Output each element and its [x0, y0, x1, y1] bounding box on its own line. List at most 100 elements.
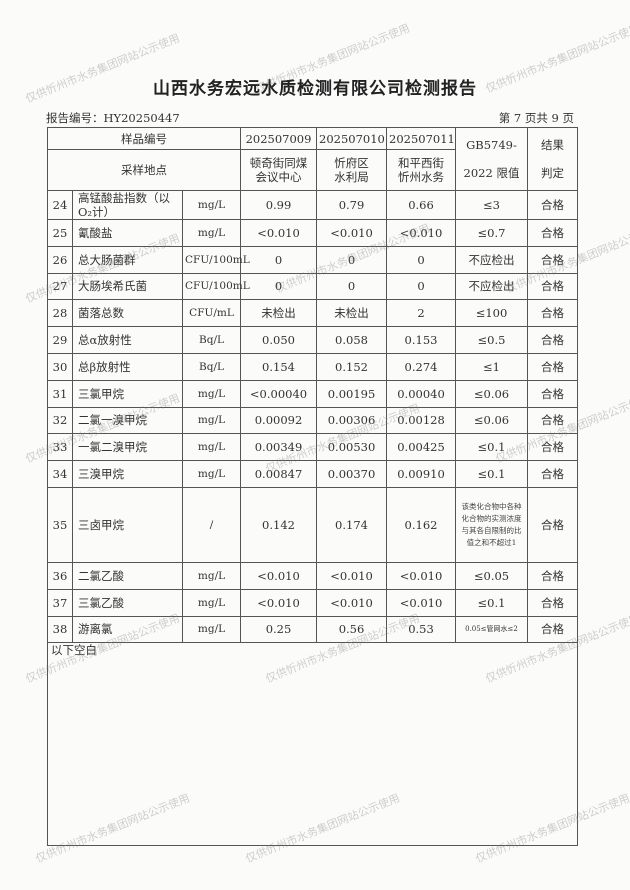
result: 合格 [527, 433, 578, 462]
parameter-name: 三卤甲烷 [72, 486, 183, 563]
table-row: 33 一氯二溴甲烷 mg/L 0.00349 0.00530 0.00425 ≤0.1 合格 [47, 433, 578, 462]
value: 0.66 [386, 190, 456, 220]
blank-note: 以下空白 [47, 642, 578, 847]
parameter-name: 菌落总数 [72, 299, 183, 328]
parameter-name: 大肠埃希氏菌 [72, 272, 183, 301]
unit: Bq/L [182, 326, 241, 354]
limit: ≤3 [455, 190, 528, 220]
value: 0.00128 [386, 406, 456, 435]
value: 0.56 [316, 615, 387, 644]
table-row: 27 大肠埃希氏菌 CFU/100mL 0 0 0 不应检出 合格 [47, 272, 578, 301]
limit: ≤0.06 [455, 379, 528, 408]
result: 合格 [527, 272, 578, 301]
unit: CFU/100mL [182, 245, 250, 274]
value: 0.00040 [386, 379, 456, 408]
limit: ≤0.06 [455, 406, 528, 435]
row-number: 24 [47, 190, 73, 220]
value: <0.010 [240, 219, 317, 247]
value: <0.010 [316, 588, 387, 617]
value: 0 [386, 245, 456, 274]
header-row-sample-no: 样品编号 202507009 202507010 202507011 GB574… [47, 127, 578, 191]
limit: 不应检出 [455, 272, 528, 301]
limit: 该类化合物中各种化合物的实测浓度与其各自限制的比值之和不超过1 [455, 486, 528, 563]
row-number: 28 [47, 299, 73, 328]
unit: mg/L [182, 561, 241, 590]
report-title: 山西水务宏远水质检测有限公司检测报告 [153, 79, 477, 99]
table-row: 34 三溴甲烷 mg/L 0.00847 0.00370 0.00910 ≤0.1 合格 [47, 460, 578, 488]
table-row: 30 总β放射性 Bq/L 0.154 0.152 0.274 ≤1 合格 [47, 352, 578, 381]
parameter-name: 三氯乙酸 [72, 588, 183, 617]
sample-no: 202507010 [316, 127, 387, 150]
unit: CFU/100mL [182, 272, 250, 301]
location: 顿奇街同煤 会议中心 [240, 149, 317, 191]
value: 0.142 [240, 486, 317, 563]
limit: ≤0.1 [455, 588, 528, 617]
limit: ≤0.1 [455, 460, 528, 488]
parameter-name: 三溴甲烷 [72, 460, 183, 488]
value: <0.010 [316, 219, 387, 247]
unit: mg/L [182, 433, 241, 462]
value: 0 [240, 272, 317, 301]
parameter-name: 二氯一溴甲烷 [72, 406, 183, 435]
limit: ≤100 [455, 299, 528, 328]
row-number: 36 [47, 561, 73, 590]
row-number: 30 [47, 352, 73, 381]
page-info: 第 7 页共 9 页 [498, 111, 574, 125]
report-number: 报告编号：HY20250447 [46, 111, 180, 125]
parameter-name: 高锰酸盐指数（以O₂计） [72, 190, 183, 220]
row-number: 31 [47, 379, 73, 408]
row-number: 37 [47, 588, 73, 617]
table-row: 24 高锰酸盐指数（以O₂计） mg/L 0.99 0.79 0.66 ≤3 合格 [47, 190, 578, 220]
result: 合格 [527, 326, 578, 354]
value: 0.058 [316, 326, 387, 354]
value: 0 [386, 272, 456, 301]
result: 合格 [527, 486, 578, 563]
value: 0.153 [386, 326, 456, 354]
value: 0.00306 [316, 406, 387, 435]
result: 合格 [527, 245, 578, 274]
unit: CFU/mL [182, 299, 241, 328]
value: 0.274 [386, 352, 456, 381]
value: 0.00092 [240, 406, 317, 435]
result: 合格 [527, 379, 578, 408]
limit: ≤0.05 [455, 561, 528, 590]
table-row: 35 三卤甲烷/0.142 0.174 0.162 该类化合物中各种化合物的实测浓度与其… [47, 486, 578, 563]
sample-no-label: 样品编号 [47, 127, 241, 150]
value: 0.00847 [240, 460, 317, 488]
parameter-name: 总β放射性 [72, 352, 183, 381]
table-row: 37 三氯乙酸 mg/L <0.010 <0.010 <0.010 ≤0.1 合格 [47, 588, 578, 617]
value: 0 [316, 245, 387, 274]
value: 0.00530 [316, 433, 387, 462]
sample-no: 202507011 [386, 127, 456, 150]
limit: ≤1 [455, 352, 528, 381]
unit: mg/L [182, 588, 241, 617]
parameter-name: 一氯二溴甲烷 [72, 433, 183, 462]
unit: / [182, 486, 241, 563]
table-row: 36 二氯乙酸 mg/L <0.010 <0.010 <0.010 ≤0.05 合格 [47, 561, 578, 590]
location-label: 采样地点 [47, 149, 241, 191]
unit: mg/L [182, 379, 241, 408]
row-number: 27 [47, 272, 73, 301]
row-number: 38 [47, 615, 73, 644]
value: 0.174 [316, 486, 387, 563]
table-row: 32 二氯一溴甲烷 mg/L 0.00092 0.00306 0.00128 ≤0.06 合格 [47, 406, 578, 435]
value: 未检出 [240, 299, 317, 328]
limit: ≤0.1 [455, 433, 528, 462]
result: 合格 [527, 219, 578, 247]
result: 合格 [527, 561, 578, 590]
value: 0.99 [240, 190, 317, 220]
value: 0.00370 [316, 460, 387, 488]
result: 合格 [527, 615, 578, 644]
value: 未检出 [316, 299, 387, 328]
value: 0.152 [316, 352, 387, 381]
value: 0.25 [240, 615, 317, 644]
row-number: 29 [47, 326, 73, 354]
result: 合格 [527, 460, 578, 488]
value: 0.00425 [386, 433, 456, 462]
value: 0.050 [240, 326, 317, 354]
sample-no: 202507009 [240, 127, 317, 150]
table-row: 38 游离氯 mg/L 0.25 0.56 0.53 0.05≤管网水≤2 合格 [47, 615, 578, 644]
value: 2 [386, 299, 456, 328]
value: <0.010 [240, 588, 317, 617]
table-row: 26 总大肠菌群 CFU/100mL 0 0 0 不应检出 合格 [47, 245, 578, 274]
